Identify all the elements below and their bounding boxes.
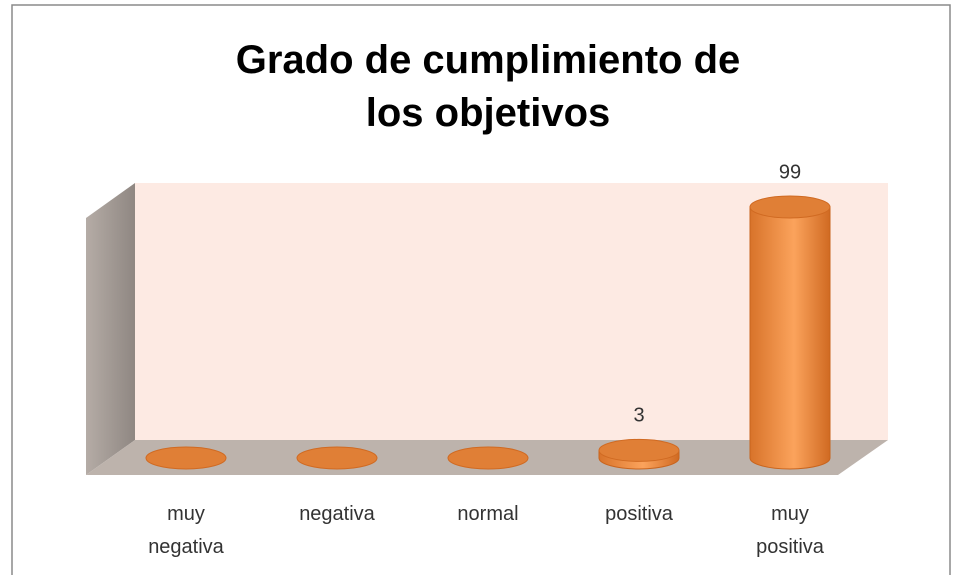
bar — [447, 446, 529, 470]
back-wall — [135, 183, 888, 440]
bar-top — [749, 195, 831, 219]
bar-top — [598, 438, 680, 462]
x-tick-label: muy negativa — [148, 503, 224, 558]
x-tick-label: normal — [457, 503, 518, 525]
x-tick-label: positiva — [605, 503, 674, 525]
x-tick-label: negativa — [299, 503, 375, 525]
x-tick-label: muy positiva — [756, 503, 825, 558]
bar — [749, 195, 831, 470]
bar-top — [296, 446, 378, 470]
chart-title: Grado de cumplimiento de los objetivos — [236, 38, 741, 135]
bar-top — [447, 446, 529, 470]
bar-top — [145, 446, 227, 470]
bar-body — [749, 206, 831, 470]
value-label: 3 — [633, 405, 644, 427]
bar — [145, 446, 227, 470]
side-wall — [86, 183, 135, 475]
value-label: 99 — [779, 161, 801, 183]
bar — [598, 438, 680, 470]
bar — [296, 446, 378, 470]
